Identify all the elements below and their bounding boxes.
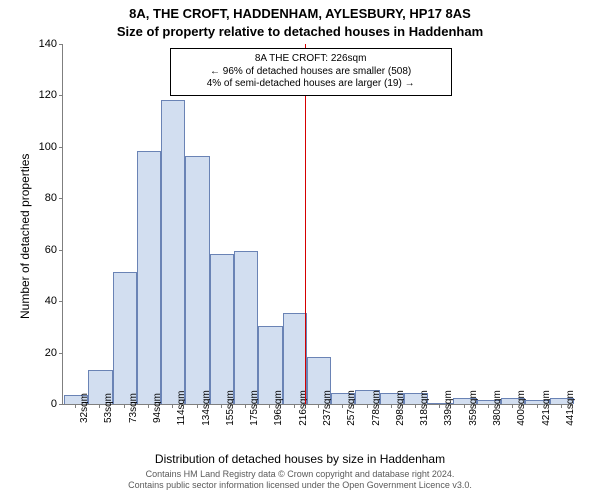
x-tick-label: 380sqm	[492, 390, 503, 426]
y-tick-mark	[59, 301, 63, 302]
chart-plot-area: 02040608010012014032sqm53sqm73sqm94sqm11…	[62, 44, 573, 405]
x-tick-mark	[269, 404, 270, 408]
y-tick-label: 100	[39, 141, 57, 153]
x-tick-mark	[75, 404, 76, 408]
x-tick-mark	[561, 404, 562, 408]
x-tick-mark	[464, 404, 465, 408]
x-tick-mark	[512, 404, 513, 408]
chart-title-address: 8A, THE CROFT, HADDENHAM, AYLESBURY, HP1…	[0, 6, 600, 21]
x-tick-mark	[488, 404, 489, 408]
y-tick-label: 40	[45, 295, 57, 307]
annotation-line2: ← 96% of detached houses are smaller (50…	[177, 66, 445, 79]
x-tick-mark	[172, 404, 173, 408]
x-tick-mark	[537, 404, 538, 408]
annotation-line1: 8A THE CROFT: 226sqm	[177, 53, 445, 66]
x-tick-mark	[197, 404, 198, 408]
histogram-bar	[210, 254, 234, 404]
footer-attribution: Contains HM Land Registry data © Crown c…	[0, 469, 600, 492]
histogram-bar	[185, 156, 209, 404]
footer-line1: Contains HM Land Registry data © Crown c…	[0, 469, 600, 481]
y-axis-label: Number of detached properties	[18, 154, 32, 319]
x-tick-label: 359sqm	[468, 390, 479, 426]
x-tick-mark	[245, 404, 246, 408]
chart-title-subtitle: Size of property relative to detached ho…	[0, 24, 600, 39]
x-tick-mark	[439, 404, 440, 408]
y-tick-label: 60	[45, 244, 57, 256]
y-tick-label: 0	[51, 398, 57, 410]
x-tick-label: 421sqm	[541, 390, 552, 426]
x-tick-mark	[99, 404, 100, 408]
x-tick-mark	[124, 404, 125, 408]
histogram-bar	[234, 251, 258, 404]
y-tick-mark	[59, 44, 63, 45]
x-tick-mark	[221, 404, 222, 408]
annotation-line3: 4% of semi-detached houses are larger (1…	[177, 78, 445, 91]
annotation-box: 8A THE CROFT: 226sqm ← 96% of detached h…	[170, 48, 452, 96]
y-tick-label: 80	[45, 192, 57, 204]
x-axis-label: Distribution of detached houses by size …	[0, 452, 600, 466]
y-tick-mark	[59, 198, 63, 199]
y-tick-mark	[59, 147, 63, 148]
y-tick-label: 120	[39, 89, 57, 101]
footer-line2: Contains public sector information licen…	[0, 480, 600, 492]
x-tick-label: 441sqm	[565, 390, 576, 426]
x-tick-mark	[318, 404, 319, 408]
y-tick-mark	[59, 250, 63, 251]
y-tick-label: 140	[39, 38, 57, 50]
histogram-bar	[161, 100, 185, 404]
x-tick-label: 400sqm	[516, 390, 527, 426]
histogram-bar	[137, 151, 161, 404]
x-tick-label: 339sqm	[443, 390, 454, 426]
x-tick-label: 318sqm	[419, 390, 430, 426]
y-tick-mark	[59, 95, 63, 96]
x-tick-mark	[391, 404, 392, 408]
x-tick-mark	[342, 404, 343, 408]
y-tick-mark	[59, 353, 63, 354]
x-tick-mark	[148, 404, 149, 408]
x-tick-mark	[294, 404, 295, 408]
y-tick-mark	[59, 404, 63, 405]
x-tick-mark	[415, 404, 416, 408]
marker-line	[305, 44, 306, 404]
histogram-bar	[113, 272, 137, 404]
x-tick-mark	[367, 404, 368, 408]
y-tick-label: 20	[45, 347, 57, 359]
